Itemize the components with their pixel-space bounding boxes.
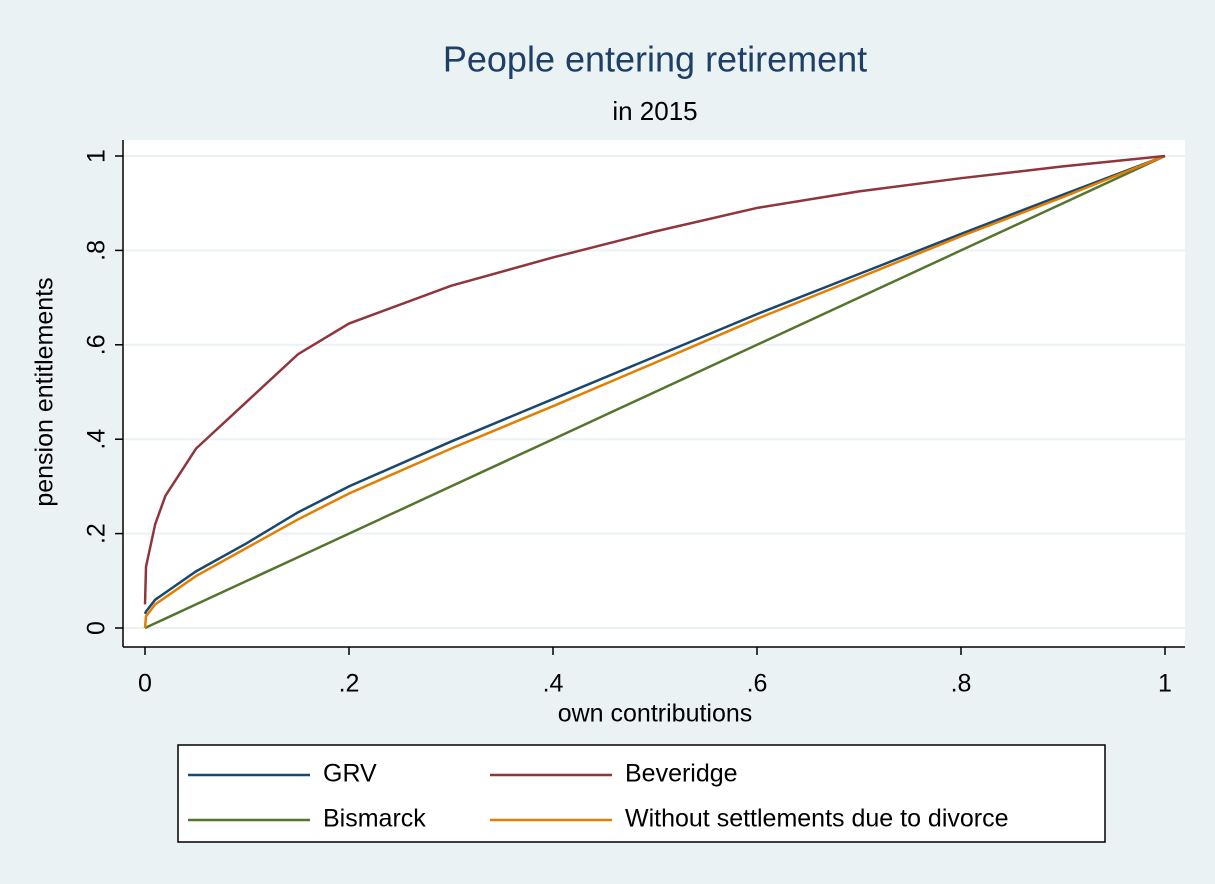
- chart-title: People entering retirement: [443, 39, 867, 80]
- series-line: [143, 154, 1166, 615]
- y-tick-label: .4: [83, 429, 111, 450]
- x-tick-label: .2: [339, 670, 360, 698]
- legend-label: GRV: [323, 760, 377, 788]
- x-tick-label: .6: [747, 670, 768, 698]
- legend-label: Without settlements due to divorce: [625, 805, 1009, 833]
- legend-label: Bismarck: [323, 805, 426, 833]
- series-line: [143, 154, 1166, 629]
- series-line: [144, 154, 1166, 630]
- x-axis-title: own contributions: [558, 700, 753, 728]
- chart-subtitle: in 2015: [612, 96, 697, 126]
- legend-label: Beveridge: [625, 760, 738, 788]
- y-tick-label: 0: [83, 621, 111, 635]
- y-tick-label: 1: [83, 149, 111, 163]
- y-tick-label: .8: [83, 240, 111, 261]
- y-tick-label: .6: [83, 334, 111, 355]
- x-tick-label: .8: [951, 670, 972, 698]
- y-tick-label: .2: [83, 523, 111, 544]
- x-tick-label: 1: [1158, 670, 1172, 698]
- x-tick-label: .4: [543, 670, 564, 698]
- x-tick-label: 0: [138, 670, 152, 698]
- y-axis-title: pension entitlements: [31, 277, 59, 506]
- series-line: [143, 154, 1166, 605]
- legend: [177, 744, 1106, 843]
